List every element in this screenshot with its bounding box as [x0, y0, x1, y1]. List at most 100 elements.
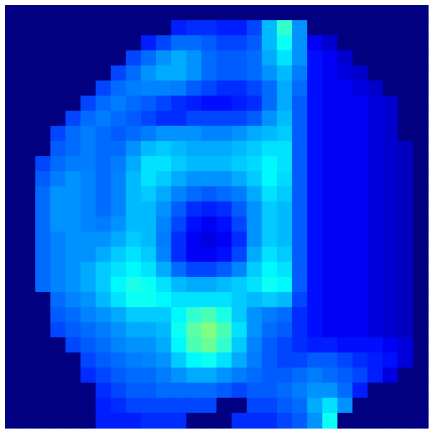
heatmap-cell — [201, 5, 218, 21]
heatmap-cell — [201, 140, 218, 157]
heatmap-cell — [50, 412, 67, 429]
heatmap-cell — [125, 352, 142, 369]
heatmap-cell — [201, 156, 218, 172]
heatmap-cell — [171, 276, 187, 293]
heatmap-cell — [171, 35, 187, 51]
heatmap-cell — [307, 110, 323, 127]
heatmap-cell — [292, 231, 308, 248]
heatmap-cell — [397, 397, 414, 414]
heatmap-cell — [412, 201, 429, 218]
heatmap-cell — [261, 412, 278, 429]
heatmap-cell — [246, 50, 263, 67]
heatmap-cell — [292, 307, 308, 323]
heatmap-cell — [292, 171, 308, 187]
heatmap-cell — [276, 5, 293, 21]
heatmap-cell — [216, 125, 233, 142]
heatmap-cell — [352, 352, 369, 369]
heatmap-cell — [80, 125, 97, 142]
heatmap-cell — [20, 397, 36, 414]
heatmap-cell — [35, 95, 51, 112]
heatmap-cell — [382, 201, 399, 218]
heatmap-cell — [292, 201, 308, 218]
heatmap-cell — [5, 20, 21, 36]
heatmap-cell — [412, 352, 429, 369]
heatmap-cell — [5, 397, 21, 414]
heatmap-cell — [307, 397, 323, 414]
heatmap-cell — [307, 80, 323, 97]
heatmap-cell — [110, 231, 127, 248]
heatmap-cell — [352, 95, 369, 112]
heatmap-cell — [307, 171, 323, 187]
heatmap-cell — [352, 171, 369, 187]
heatmap-cell — [352, 156, 369, 172]
heatmap-cell — [231, 337, 248, 354]
heatmap-cell — [95, 292, 112, 308]
heatmap-cell — [307, 322, 323, 338]
heatmap-cell — [140, 322, 157, 338]
heatmap-cell — [156, 292, 172, 308]
heatmap-cell — [140, 292, 157, 308]
heatmap-cell — [35, 367, 51, 384]
heatmap-cell — [216, 5, 233, 21]
heatmap-cell — [65, 80, 82, 97]
heatmap-cell — [352, 65, 369, 82]
heatmap-cell — [125, 201, 142, 218]
heatmap-cell — [231, 397, 248, 414]
heatmap-cell — [186, 5, 202, 21]
heatmap-cell — [337, 382, 354, 399]
heatmap-cell — [322, 307, 338, 323]
heatmap-cell — [367, 156, 384, 172]
heatmap-cell — [201, 307, 218, 323]
heatmap-cell — [276, 65, 293, 82]
heatmap-cell — [125, 276, 142, 293]
heatmap-cell — [261, 50, 278, 67]
heatmap-cell — [382, 156, 399, 172]
heatmap-cell — [50, 95, 67, 112]
heatmap-cell — [322, 246, 338, 263]
heatmap-cell — [140, 125, 157, 142]
heatmap-cell — [110, 397, 127, 414]
heatmap-cell — [292, 5, 308, 21]
heatmap-cell — [216, 382, 233, 399]
heatmap-cell — [322, 367, 338, 384]
heatmap-cell — [35, 352, 51, 369]
heatmap-cell — [337, 65, 354, 82]
heatmap-cell — [322, 201, 338, 218]
heatmap-cell — [65, 382, 82, 399]
heatmap-cell — [156, 125, 172, 142]
heatmap-cell — [156, 50, 172, 67]
heatmap-cell — [140, 201, 157, 218]
heatmap-cell — [95, 65, 112, 82]
heatmap-cell — [307, 246, 323, 263]
heatmap-cell — [367, 352, 384, 369]
heatmap-cell — [140, 65, 157, 82]
heatmap-cell — [156, 65, 172, 82]
heatmap-cell — [125, 50, 142, 67]
heatmap-cell — [397, 80, 414, 97]
heatmap-cell — [156, 35, 172, 51]
heatmap-cell — [307, 231, 323, 248]
heatmap-cell — [397, 261, 414, 278]
heatmap-cell — [292, 382, 308, 399]
heatmap-cell — [5, 292, 21, 308]
heatmap-cell — [382, 5, 399, 21]
heatmap-cell — [35, 20, 51, 36]
heatmap-cell — [20, 50, 36, 67]
heatmap-cell — [20, 276, 36, 293]
heatmap-cell — [292, 216, 308, 233]
heatmap-cell — [246, 367, 263, 384]
heatmap-cell — [171, 231, 187, 248]
heatmap-cell — [20, 171, 36, 187]
heatmap-cell — [382, 186, 399, 202]
heatmap-cell — [412, 156, 429, 172]
heatmap-cell — [216, 412, 233, 429]
heatmap-cell — [367, 110, 384, 127]
heatmap-cell — [261, 261, 278, 278]
heatmap-cell — [216, 261, 233, 278]
heatmap-cell — [65, 35, 82, 51]
heatmap-cell — [125, 382, 142, 399]
heatmap-cell — [246, 246, 263, 263]
heatmap-cell — [110, 20, 127, 36]
heatmap-cell — [276, 337, 293, 354]
heatmap-cell — [276, 352, 293, 369]
